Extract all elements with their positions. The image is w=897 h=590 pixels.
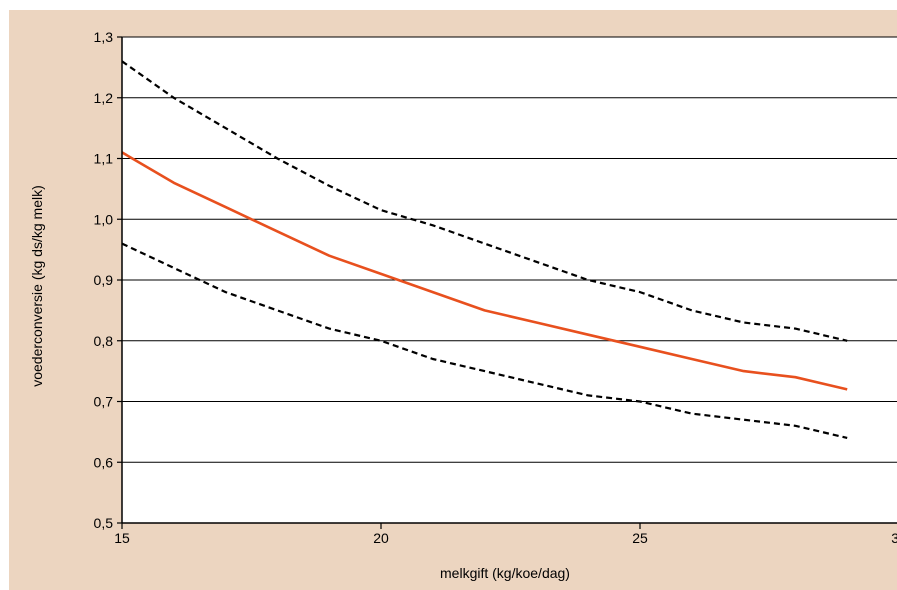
- series-group: [121, 60, 848, 439]
- y-tick-label: 0,7: [94, 394, 114, 410]
- x-tick-labels: 152025303540: [114, 523, 897, 546]
- x-axis-label: melkgift (kg/koe/dag): [440, 565, 570, 581]
- x-tick-label: 15: [114, 530, 130, 546]
- y-tick-label: 1,0: [94, 211, 114, 227]
- x-tick-label: 20: [373, 530, 389, 546]
- y-axis-label: voederconversie (kg ds/kg melk): [29, 185, 45, 387]
- y-tick-label: 1,2: [94, 90, 114, 106]
- y-tick-labels: 0,5 0,6 0,7 0,8 0,9 1,0 1,1 1,2 1,3: [94, 29, 122, 531]
- y-tick-label: 1,3: [94, 29, 114, 45]
- y-tick-label: 0,6: [94, 454, 114, 470]
- lower-dashed-line: [121, 242, 848, 439]
- y-tick-label: 0,9: [94, 272, 114, 288]
- y-tick-label: 1,1: [94, 151, 114, 167]
- upper-dashed-line: [121, 60, 848, 342]
- x-tick-label: 25: [632, 530, 648, 546]
- x-tick-label: 30: [891, 530, 897, 546]
- y-tick-label: 0,8: [94, 333, 114, 349]
- mean-line: [121, 151, 848, 391]
- y-tick-label: 0,5: [94, 515, 114, 531]
